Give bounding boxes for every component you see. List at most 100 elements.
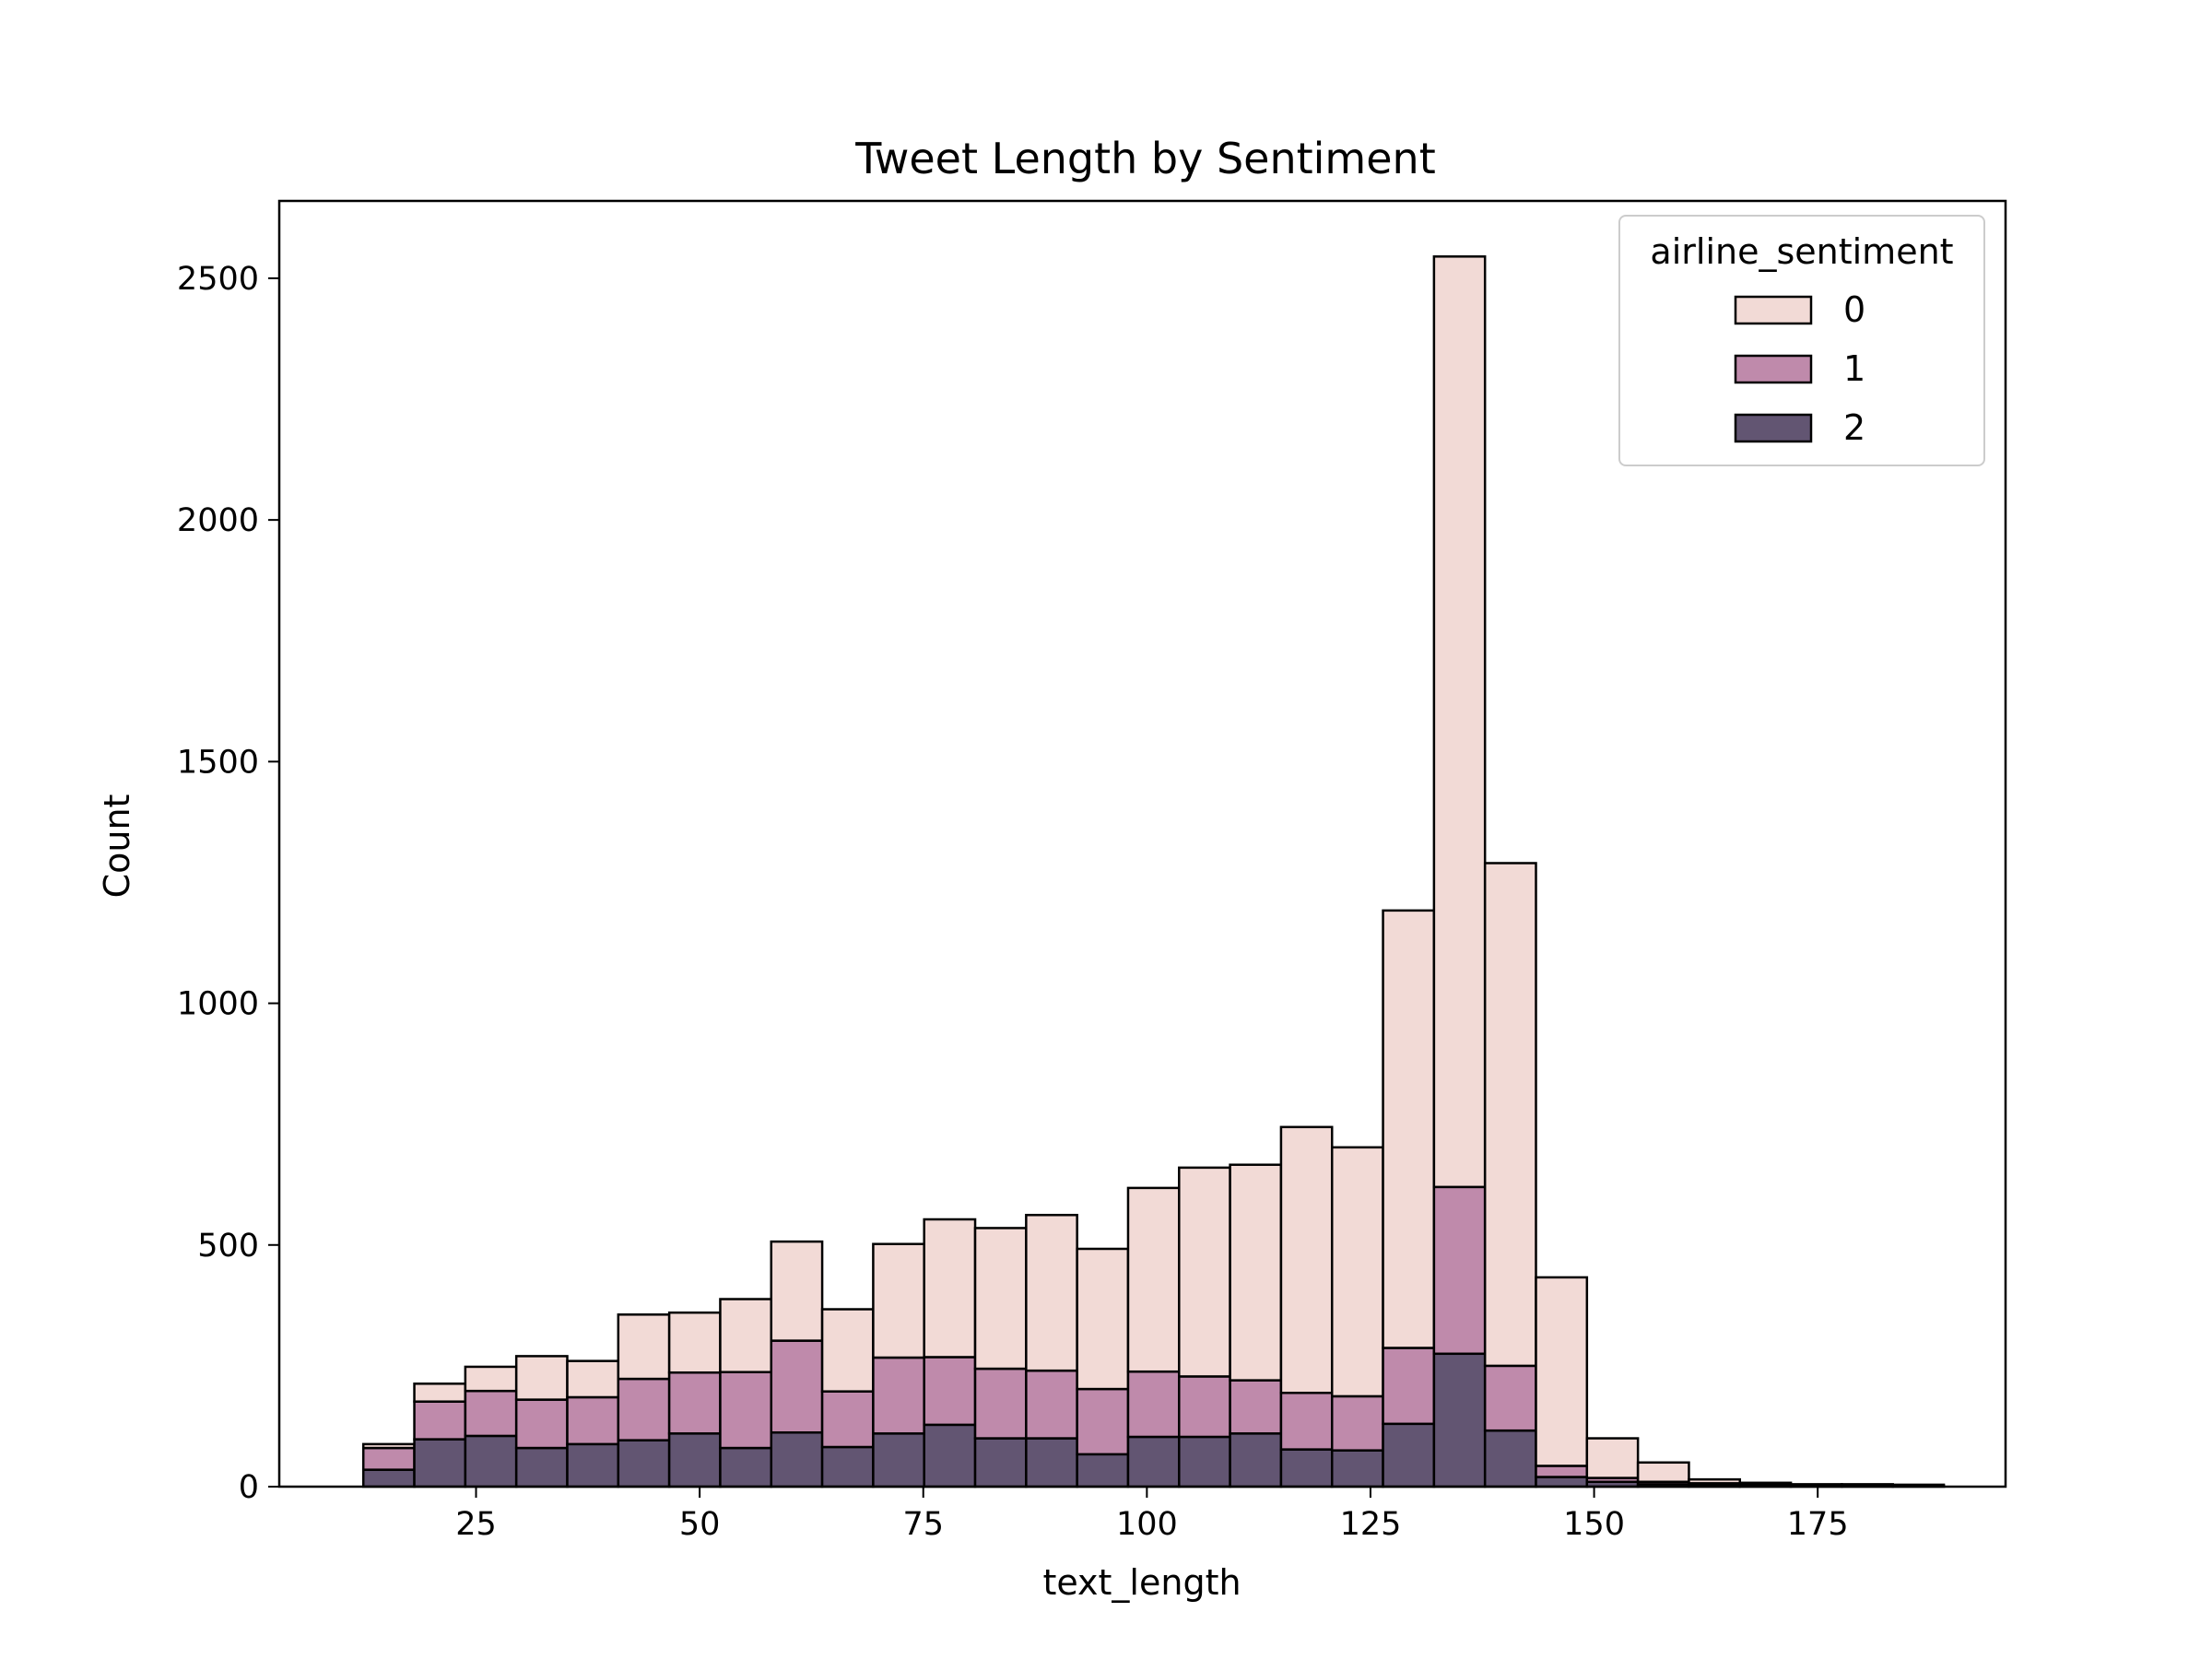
y-tick-label: 2000 [177,502,259,539]
bar-sentiment-0-bin-12 [973,1227,1028,1371]
bar-sentiment-1-bin-23 [1535,1465,1589,1478]
bar-sentiment-2-bin-15 [1126,1435,1181,1488]
bar-sentiment-2-bin-2 [464,1434,518,1488]
legend-swatch-2 [1734,413,1813,443]
bar-sentiment-0-bin-20 [1382,909,1436,1349]
bar-sentiment-1-bin-14 [1076,1387,1130,1456]
x-tick-label: 175 [1787,1506,1849,1543]
bar-sentiment-1-bin-8 [770,1339,824,1434]
y-tick-label: 0 [239,1469,259,1506]
bar-sentiment-1-bin-15 [1126,1370,1181,1439]
bar-sentiment-0-bin-0 [361,1442,416,1450]
bar-sentiment-0-bin-4 [566,1359,620,1399]
legend-title: airline_sentiment [1650,231,1953,272]
y-axis-label: Count [97,794,137,899]
bars-group [361,255,1946,1488]
x-tick-label: 50 [679,1506,721,1543]
x-tick-label: 25 [455,1506,497,1543]
bar-sentiment-2-bin-18 [1279,1448,1334,1488]
bar-sentiment-0-bin-23 [1535,1276,1589,1467]
bar-sentiment-1-bin-16 [1178,1375,1231,1439]
chart-title: Tweet Length by Sentiment [854,134,1435,183]
bar-sentiment-1-bin-3 [514,1398,569,1450]
bar-sentiment-2-bin-7 [719,1446,773,1488]
bar-sentiment-1-bin-22 [1483,1364,1537,1432]
bar-sentiment-2-bin-11 [923,1423,977,1488]
bar-sentiment-0-bin-27 [1738,1481,1793,1486]
bar-sentiment-2-bin-20 [1382,1422,1436,1488]
bar-sentiment-0-bin-22 [1483,862,1537,1368]
bar-sentiment-2-bin-0 [361,1468,416,1488]
x-axis-ticks: 25 50 75 100 125 150 175 [455,1487,1849,1543]
bar-sentiment-0-bin-2 [464,1365,518,1393]
legend-items: 0 1 2 [1734,289,1865,448]
bar-sentiment-2-bin-12 [973,1437,1028,1488]
bar-sentiment-2-bin-13 [1025,1437,1078,1488]
bar-sentiment-0-bin-25 [1636,1461,1690,1484]
x-tick-label: 125 [1340,1506,1402,1543]
bar-sentiment-0-bin-18 [1279,1125,1334,1394]
bar-sentiment-1-bin-18 [1279,1392,1334,1451]
bar-sentiment-0-bin-14 [1076,1247,1130,1391]
bar-sentiment-0-bin-1 [413,1382,467,1403]
bar-sentiment-2-bin-1 [413,1438,467,1488]
bar-sentiment-1-bin-2 [464,1389,518,1438]
bar-sentiment-2-bin-8 [770,1431,824,1488]
x-tick-label: 75 [902,1506,944,1543]
bar-sentiment-2-bin-6 [667,1432,722,1488]
x-tick-label: 100 [1116,1506,1178,1543]
x-tick-label: 150 [1563,1506,1625,1543]
bar-sentiment-1-bin-19 [1330,1394,1384,1452]
bar-sentiment-0-bin-7 [719,1298,773,1373]
bar-sentiment-2-bin-21 [1432,1352,1487,1488]
bar-sentiment-0-bin-11 [923,1218,977,1359]
bar-sentiment-2-bin-14 [1076,1453,1130,1488]
legend-swatch-0 [1734,295,1813,325]
bar-sentiment-2-bin-22 [1483,1429,1537,1488]
bar-sentiment-0-bin-16 [1178,1166,1231,1378]
bar-sentiment-1-bin-4 [566,1395,620,1446]
bar-sentiment-2-bin-19 [1330,1449,1384,1488]
bar-sentiment-0-bin-29 [1841,1483,1894,1487]
bar-sentiment-0-bin-6 [667,1311,722,1374]
y-axis-ticks: 0 500 1000 1500 2000 2500 [177,261,279,1506]
bar-sentiment-0-bin-26 [1688,1477,1742,1485]
y-tick-label: 1500 [177,744,259,781]
legend-frame [1618,215,1985,466]
bar-sentiment-0-bin-13 [1025,1214,1078,1372]
bar-sentiment-2-bin-9 [820,1445,875,1488]
y-tick-label: 1000 [177,986,259,1023]
bar-sentiment-1-bin-20 [1382,1347,1436,1426]
bar-sentiment-1-bin-9 [820,1390,875,1449]
bar-sentiment-0-bin-10 [872,1242,925,1359]
bar-sentiment-1-bin-0 [361,1446,416,1471]
bar-sentiment-1-bin-10 [872,1356,925,1435]
bar-sentiment-0-bin-3 [514,1355,569,1401]
bar-sentiment-2-bin-16 [1178,1435,1231,1488]
bar-sentiment-2-bin-4 [566,1442,620,1488]
bar-sentiment-1-bin-21 [1432,1185,1487,1356]
y-tick-label: 500 [197,1228,259,1265]
bar-sentiment-2-bin-5 [617,1439,671,1488]
bar-sentiment-1-bin-6 [667,1371,722,1435]
bar-sentiment-1-bin-17 [1229,1379,1283,1435]
bar-sentiment-0-bin-24 [1585,1437,1640,1479]
bar-sentiment-0-bin-17 [1229,1163,1283,1382]
bar-sentiment-1-bin-7 [719,1371,773,1450]
bar-sentiment-1-bin-13 [1025,1369,1078,1440]
bar-sentiment-0-bin-19 [1330,1146,1384,1398]
legend-label-1: 1 [1843,348,1865,389]
bar-sentiment-0-bin-15 [1126,1186,1181,1373]
bar-sentiment-0-bin-28 [1789,1483,1843,1487]
bar-sentiment-0-bin-5 [617,1313,671,1381]
x-axis-label: text_length [1042,1562,1241,1603]
legend-swatch-1 [1734,354,1813,384]
bar-sentiment-1-bin-1 [413,1400,467,1441]
bar-sentiment-0-bin-9 [820,1308,875,1393]
bar-sentiment-1-bin-5 [617,1377,671,1441]
legend: airline_sentiment 0 1 2 [1618,215,1985,466]
bar-sentiment-1-bin-12 [973,1367,1028,1440]
legend-label-2: 2 [1843,407,1865,448]
y-tick-label: 2500 [177,261,259,298]
